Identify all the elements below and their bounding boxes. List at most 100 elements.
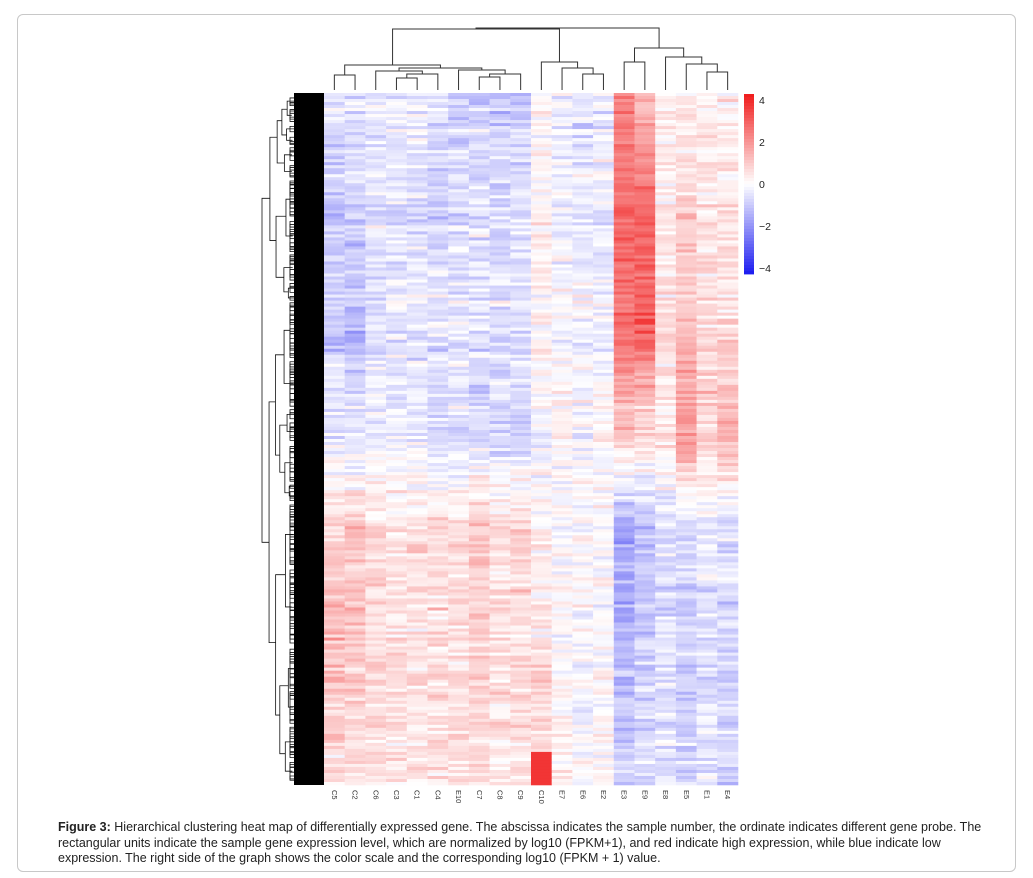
heatmap-cell [717,321,739,325]
heatmap-cell [427,369,449,374]
heatmap-cell [448,646,470,650]
dendrogram-link [289,259,294,275]
heatmap-cell [324,685,345,690]
heatmap-cell [365,727,387,732]
heatmap-cell [468,357,490,362]
column-label: C3 [392,790,401,800]
heatmap-cell [717,240,739,244]
heatmap-cell [655,141,677,145]
heatmap-cell [427,351,449,356]
heatmap-cell [551,414,573,419]
heatmap-cell [634,655,656,659]
heatmap-cell [406,228,428,232]
heatmap-cell [489,712,511,717]
heatmap-cell [531,291,552,295]
heatmap-cell [655,598,677,602]
heatmap-cell [634,429,656,434]
heatmap-cell [634,448,656,452]
heatmap-cell [427,679,449,684]
heatmap-cell [344,351,366,356]
heatmap-cell [531,697,552,702]
heatmap-cell [489,667,511,671]
heatmap-cell [531,342,552,347]
heatmap-cell [572,763,594,768]
heatmap-cell [468,565,490,569]
heatmap-cell [448,105,470,109]
heatmap-cell [696,408,718,413]
heatmap-cell [634,162,656,166]
heatmap-cell [510,429,532,434]
heatmap-cell [675,318,697,322]
heatmap-cell [696,243,718,247]
heatmap-cell [655,306,677,310]
heatmap-cell [468,721,490,726]
heatmap-cell [365,345,387,350]
heatmap-cell [675,481,697,485]
heatmap-cell [344,643,366,647]
heatmap-cell [489,369,511,374]
dendrogram-link [582,73,604,90]
heatmap-cell [634,691,656,696]
heatmap-cell [489,706,511,711]
heatmap-cell [531,613,552,617]
heatmap-cell [551,685,573,690]
dendrogram-link [289,733,294,752]
heatmap-cell [675,159,697,163]
heatmap-cell [489,255,511,259]
heatmap-cell [531,309,552,313]
heatmap-cell [489,432,511,437]
heatmap-cell [572,102,594,106]
heatmap-cell [593,640,615,644]
heatmap-cell [468,165,490,169]
heatmap-cell [365,219,387,223]
heatmap-cell [717,258,739,262]
dendrogram-link [289,328,294,334]
heatmap-cell [613,243,635,247]
heatmap-cell [717,445,739,449]
heatmap-cell [365,565,387,569]
heatmap-cell [717,294,739,298]
heatmap-cell [344,153,366,157]
heatmap-cell [696,348,718,353]
heatmap-cell [613,772,635,777]
heatmap-cell [572,165,594,169]
heatmap-cell [365,766,387,771]
heatmap-cell [468,216,490,220]
heatmap-cell [386,273,408,277]
heatmap-cell [613,423,635,428]
heatmap-cell [655,451,677,455]
heatmap-cell [406,219,428,223]
heatmap-cell [427,210,449,214]
heatmap-cell [489,604,511,608]
heatmap-cell [613,288,635,292]
heatmap-cell [489,574,511,578]
heatmap-cell [489,276,511,280]
heatmap-cell [386,363,408,368]
heatmap-cell [717,153,739,157]
dendrogram-link [289,269,294,278]
heatmap-cell [386,369,408,374]
heatmap-cell [386,366,408,371]
heatmap-cell [675,312,697,316]
heatmap-cell [572,724,594,729]
heatmap-cell [613,312,635,316]
heatmap-cell [655,411,677,416]
heatmap-cell [489,435,511,440]
heatmap-cell [386,318,408,322]
heatmap-cell [344,186,366,190]
heatmap-cell [427,766,449,771]
heatmap-cell [717,589,739,593]
dendrogram-link [289,283,294,289]
heatmap-cell [531,475,552,479]
heatmap-cell [593,306,615,310]
heatmap-cell [427,123,449,127]
dendrogram-link [289,536,294,549]
heatmap-cell [696,730,718,735]
heatmap-cell [675,129,697,133]
heatmap-cell [510,499,532,503]
heatmap-cell [613,120,635,124]
heatmap-cell [593,381,615,386]
heatmap-cell [717,574,739,578]
heatmap-cell [675,105,697,109]
heatmap-cell [696,475,718,479]
